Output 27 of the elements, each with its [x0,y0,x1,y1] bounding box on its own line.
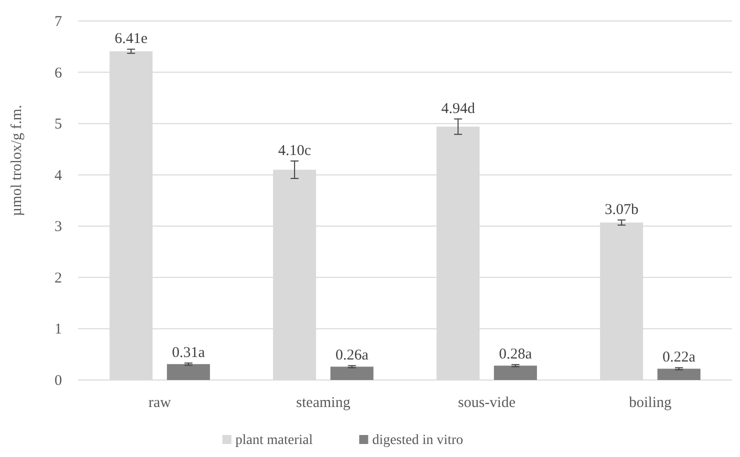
bar [494,366,537,380]
y-tick-label: 5 [54,116,62,133]
legend-label: plant material [235,433,313,448]
y-tick-label: 2 [54,270,62,286]
x-tick-label: boiling [628,395,672,411]
x-tick-label: steaming [296,395,351,411]
data-label: 0.22a [662,350,696,366]
legend-label: digested in vitro [372,433,464,448]
y-tick-label: 6 [54,65,62,82]
y-tick-label: 1 [54,322,62,338]
data-label: 6.41e [114,31,148,48]
data-label: 0.31a [172,345,206,362]
y-tick-label: 0 [54,373,62,389]
bar [330,366,374,380]
data-label: 3.07b [604,202,638,218]
y-tick-label: 7 [54,14,62,30]
y-tick-label: 3 [54,219,62,236]
bar [166,364,210,380]
data-label: 0.28a [498,346,532,363]
data-label: 0.26a [335,348,369,364]
x-tick-label: sous-vide [458,395,516,411]
data-label: 4.10c [278,143,312,160]
x-tick-label: raw [148,395,172,411]
bar [657,368,700,380]
data-label: 4.94d [441,100,476,117]
y-tick-label: 4 [54,168,62,184]
y-axis-title: µmol trolox/g f.m. [9,104,25,216]
